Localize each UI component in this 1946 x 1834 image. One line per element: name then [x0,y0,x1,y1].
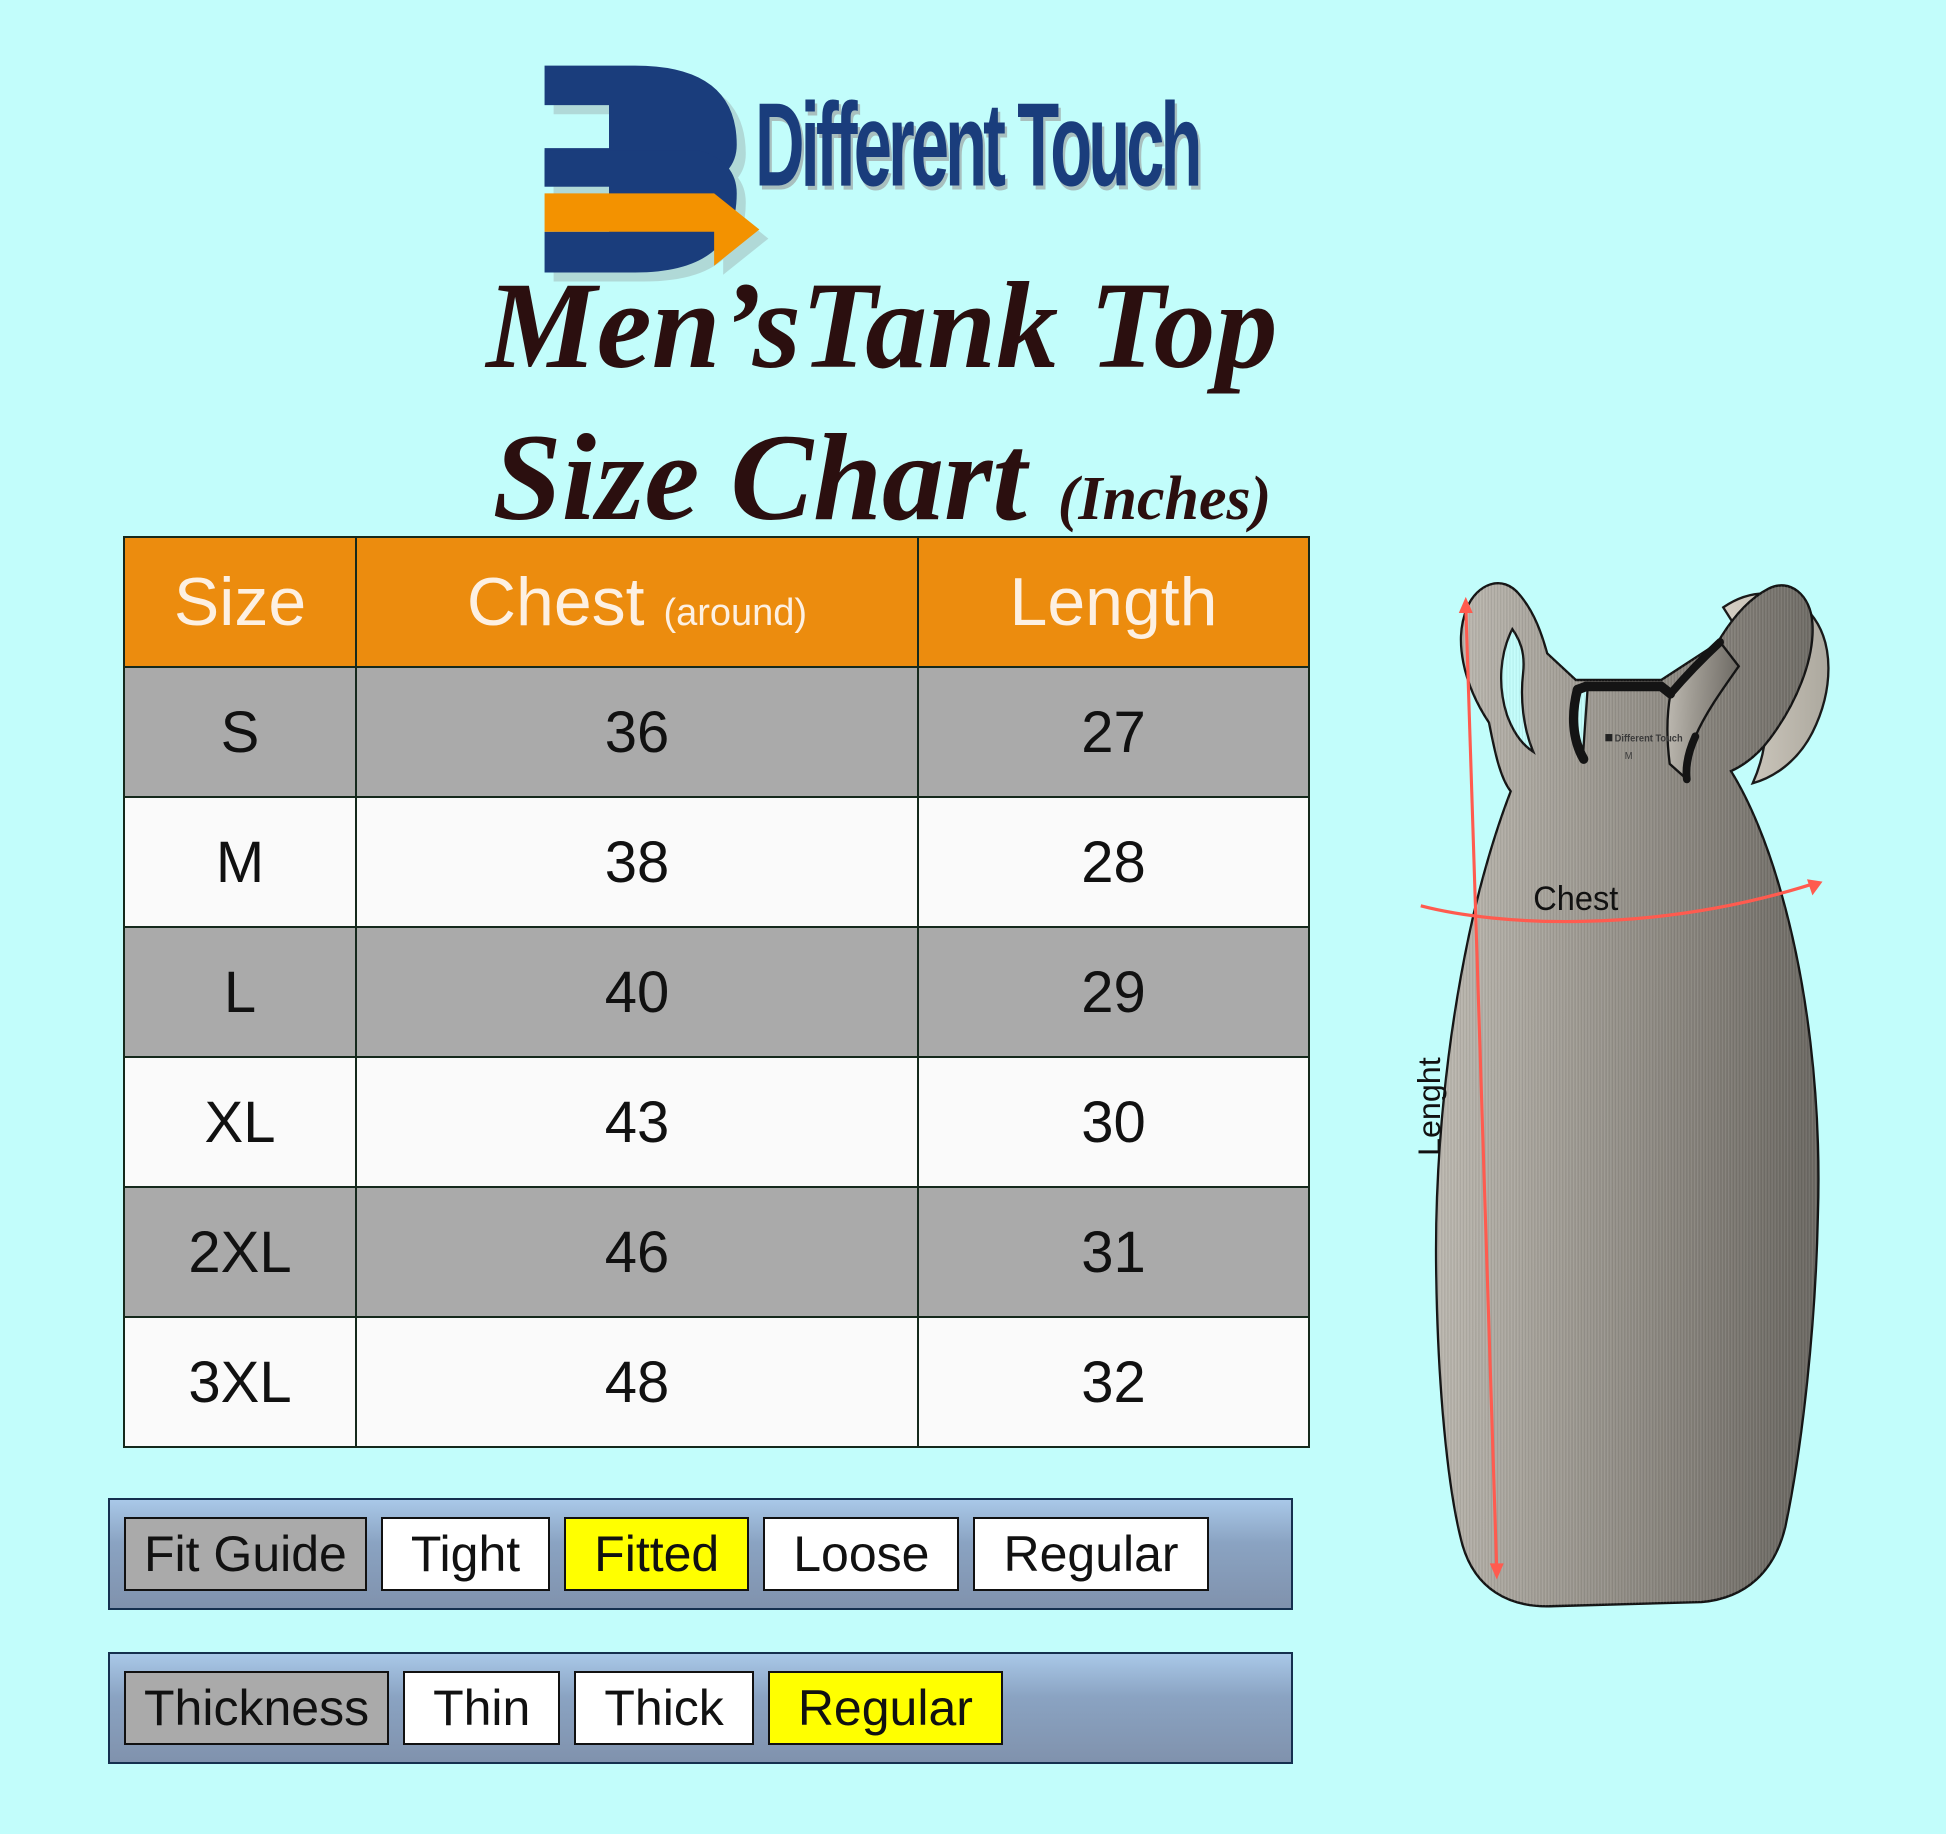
svg-text:M: M [1625,751,1633,762]
svg-text:Chest: Chest [1533,880,1618,918]
svg-text:Lenght: Lenght [1412,1057,1447,1156]
svg-text:Different Touch: Different Touch [1615,733,1683,744]
